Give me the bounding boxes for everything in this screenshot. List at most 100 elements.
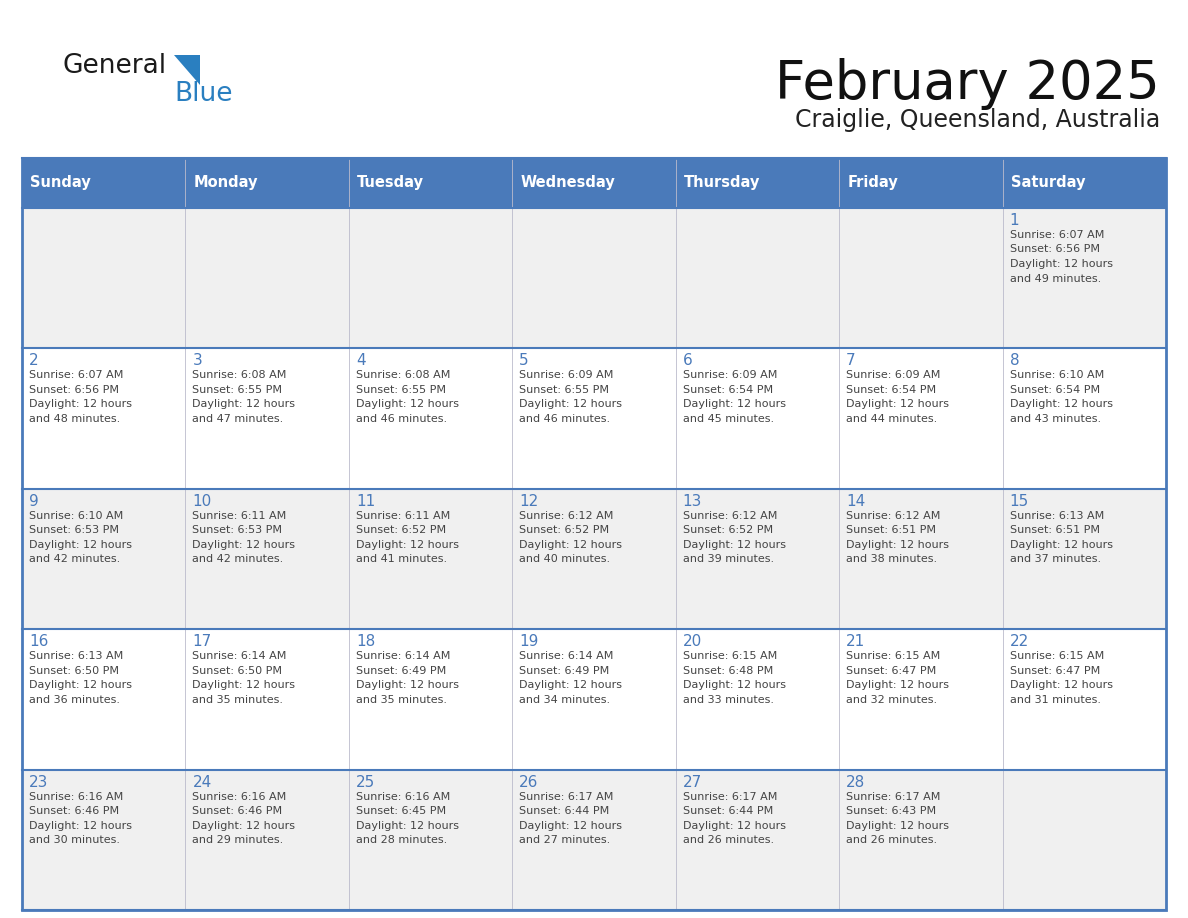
Text: Friday: Friday	[847, 175, 898, 191]
Text: Craiglie, Queensland, Australia: Craiglie, Queensland, Australia	[795, 108, 1159, 132]
Text: Sunset: 6:43 PM: Sunset: 6:43 PM	[846, 806, 936, 816]
Text: Sunrise: 6:12 AM: Sunrise: 6:12 AM	[519, 510, 614, 521]
Bar	[839, 208, 1003, 349]
Text: General: General	[62, 53, 166, 79]
Text: 4: 4	[356, 353, 366, 368]
Text: Sunset: 6:47 PM: Sunset: 6:47 PM	[1010, 666, 1100, 676]
Bar	[1003, 158, 1165, 208]
Text: Wednesday: Wednesday	[520, 175, 615, 191]
Text: Sunrise: 6:10 AM: Sunrise: 6:10 AM	[29, 510, 124, 521]
Text: Sunset: 6:44 PM: Sunset: 6:44 PM	[683, 806, 773, 816]
Bar	[676, 208, 839, 349]
Bar	[23, 349, 185, 488]
Bar	[349, 769, 512, 910]
Text: 14: 14	[846, 494, 865, 509]
Text: Daylight: 12 hours: Daylight: 12 hours	[846, 399, 949, 409]
Text: Daylight: 12 hours: Daylight: 12 hours	[29, 821, 132, 831]
Text: Daylight: 12 hours: Daylight: 12 hours	[1010, 540, 1113, 550]
Text: Monday: Monday	[194, 175, 258, 191]
Text: Sunset: 6:50 PM: Sunset: 6:50 PM	[29, 666, 119, 676]
Text: Daylight: 12 hours: Daylight: 12 hours	[356, 540, 459, 550]
Bar	[23, 158, 1165, 910]
Text: Saturday: Saturday	[1011, 175, 1085, 191]
Bar	[512, 349, 676, 488]
Text: Sunset: 6:56 PM: Sunset: 6:56 PM	[29, 385, 119, 395]
Text: 8: 8	[1010, 353, 1019, 368]
Text: 25: 25	[356, 775, 375, 789]
Text: February 2025: February 2025	[776, 58, 1159, 110]
Text: Daylight: 12 hours: Daylight: 12 hours	[29, 680, 132, 690]
Bar	[676, 349, 839, 488]
Text: Sunset: 6:48 PM: Sunset: 6:48 PM	[683, 666, 773, 676]
Text: Daylight: 12 hours: Daylight: 12 hours	[683, 821, 785, 831]
Bar	[185, 208, 349, 349]
Text: 9: 9	[29, 494, 39, 509]
Text: Sunrise: 6:17 AM: Sunrise: 6:17 AM	[519, 791, 614, 801]
Text: Sunset: 6:54 PM: Sunset: 6:54 PM	[846, 385, 936, 395]
Text: Sunrise: 6:07 AM: Sunrise: 6:07 AM	[1010, 230, 1104, 240]
Bar	[839, 629, 1003, 769]
Text: Sunset: 6:45 PM: Sunset: 6:45 PM	[356, 806, 446, 816]
Bar	[512, 488, 676, 629]
Text: Sunrise: 6:16 AM: Sunrise: 6:16 AM	[29, 791, 124, 801]
Bar	[349, 349, 512, 488]
Bar	[1003, 349, 1165, 488]
Bar	[512, 769, 676, 910]
Text: Sunrise: 6:12 AM: Sunrise: 6:12 AM	[683, 510, 777, 521]
Text: Sunset: 6:52 PM: Sunset: 6:52 PM	[683, 525, 773, 535]
Text: and 44 minutes.: and 44 minutes.	[846, 414, 937, 424]
Bar	[676, 158, 839, 208]
Bar	[349, 488, 512, 629]
Bar	[349, 208, 512, 349]
Text: Daylight: 12 hours: Daylight: 12 hours	[356, 399, 459, 409]
Text: and 33 minutes.: and 33 minutes.	[683, 695, 773, 705]
Text: Sunrise: 6:08 AM: Sunrise: 6:08 AM	[356, 370, 450, 380]
Bar	[185, 158, 349, 208]
Text: and 41 minutes.: and 41 minutes.	[356, 554, 447, 565]
Text: 11: 11	[356, 494, 375, 509]
Text: Sunset: 6:46 PM: Sunset: 6:46 PM	[192, 806, 283, 816]
Text: Sunrise: 6:13 AM: Sunrise: 6:13 AM	[29, 651, 124, 661]
Text: and 49 minutes.: and 49 minutes.	[1010, 274, 1101, 284]
Bar	[23, 208, 185, 349]
Bar	[23, 488, 185, 629]
Text: Sunrise: 6:17 AM: Sunrise: 6:17 AM	[683, 791, 777, 801]
Bar	[185, 488, 349, 629]
Text: Daylight: 12 hours: Daylight: 12 hours	[846, 821, 949, 831]
Bar	[839, 769, 1003, 910]
Bar	[676, 769, 839, 910]
Text: Sunrise: 6:12 AM: Sunrise: 6:12 AM	[846, 510, 941, 521]
Text: Blue: Blue	[173, 81, 233, 107]
Text: Sunrise: 6:07 AM: Sunrise: 6:07 AM	[29, 370, 124, 380]
Text: Sunrise: 6:14 AM: Sunrise: 6:14 AM	[519, 651, 614, 661]
Text: Sunset: 6:51 PM: Sunset: 6:51 PM	[846, 525, 936, 535]
Text: Sunrise: 6:16 AM: Sunrise: 6:16 AM	[356, 791, 450, 801]
Text: Sunday: Sunday	[30, 175, 90, 191]
Text: Daylight: 12 hours: Daylight: 12 hours	[846, 540, 949, 550]
Text: Tuesday: Tuesday	[356, 175, 424, 191]
Bar	[512, 158, 676, 208]
Text: 13: 13	[683, 494, 702, 509]
Text: and 37 minutes.: and 37 minutes.	[1010, 554, 1101, 565]
Text: Sunset: 6:47 PM: Sunset: 6:47 PM	[846, 666, 936, 676]
Text: Sunset: 6:55 PM: Sunset: 6:55 PM	[356, 385, 446, 395]
Text: 12: 12	[519, 494, 538, 509]
Text: Sunset: 6:54 PM: Sunset: 6:54 PM	[1010, 385, 1100, 395]
Text: and 36 minutes.: and 36 minutes.	[29, 695, 120, 705]
Bar	[512, 629, 676, 769]
Text: Sunrise: 6:09 AM: Sunrise: 6:09 AM	[846, 370, 941, 380]
Text: Daylight: 12 hours: Daylight: 12 hours	[29, 540, 132, 550]
Text: and 46 minutes.: and 46 minutes.	[356, 414, 447, 424]
Text: Daylight: 12 hours: Daylight: 12 hours	[192, 399, 296, 409]
Text: Daylight: 12 hours: Daylight: 12 hours	[519, 399, 623, 409]
Bar	[23, 158, 185, 208]
Text: and 42 minutes.: and 42 minutes.	[192, 554, 284, 565]
Text: and 27 minutes.: and 27 minutes.	[519, 835, 611, 845]
Text: Sunset: 6:50 PM: Sunset: 6:50 PM	[192, 666, 283, 676]
Text: Sunset: 6:55 PM: Sunset: 6:55 PM	[192, 385, 283, 395]
Polygon shape	[173, 55, 200, 85]
Text: 26: 26	[519, 775, 538, 789]
Text: Sunset: 6:46 PM: Sunset: 6:46 PM	[29, 806, 119, 816]
Text: Sunset: 6:53 PM: Sunset: 6:53 PM	[192, 525, 283, 535]
Text: 23: 23	[29, 775, 49, 789]
